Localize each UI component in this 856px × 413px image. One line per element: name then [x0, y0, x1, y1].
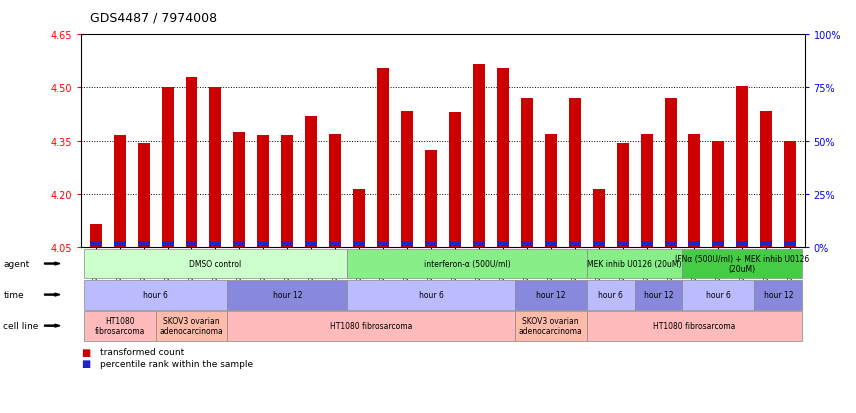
Bar — [736, 86, 748, 248]
Text: hour 12: hour 12 — [536, 290, 566, 299]
Text: hour 12: hour 12 — [764, 290, 793, 299]
Bar — [425, 150, 437, 248]
Bar — [377, 242, 389, 246]
Bar — [640, 242, 652, 246]
Bar — [282, 242, 294, 246]
Bar — [473, 65, 484, 248]
Text: DMSO control: DMSO control — [189, 259, 241, 268]
Bar — [330, 242, 342, 246]
Bar — [306, 116, 318, 248]
Bar — [234, 133, 246, 248]
Bar — [282, 136, 294, 248]
Text: HT1080
fibrosarcoma: HT1080 fibrosarcoma — [94, 316, 145, 335]
Bar — [186, 78, 198, 248]
Bar — [258, 242, 270, 246]
Bar — [138, 143, 150, 248]
Bar — [664, 99, 676, 248]
Text: IFNα (500U/ml) + MEK inhib U0126
(20uM): IFNα (500U/ml) + MEK inhib U0126 (20uM) — [675, 254, 810, 273]
Bar — [712, 142, 724, 248]
Bar — [425, 242, 437, 246]
Bar — [114, 136, 126, 248]
Bar — [210, 242, 222, 246]
Bar — [664, 242, 676, 246]
Bar — [186, 242, 198, 246]
Bar — [712, 242, 724, 246]
Bar — [736, 242, 748, 246]
Bar — [449, 242, 461, 246]
Bar — [592, 242, 604, 246]
Bar — [760, 112, 772, 248]
Bar — [760, 242, 772, 246]
Bar — [90, 225, 102, 248]
Bar — [401, 112, 413, 248]
Bar — [401, 242, 413, 246]
Bar — [688, 242, 700, 246]
Text: ■: ■ — [81, 347, 91, 357]
Text: GDS4487 / 7974008: GDS4487 / 7974008 — [90, 12, 217, 25]
Bar — [520, 99, 532, 248]
Bar — [496, 69, 508, 248]
Text: hour 12: hour 12 — [644, 290, 674, 299]
Text: cell line: cell line — [3, 321, 39, 330]
Bar — [616, 143, 628, 248]
Text: HT1080 fibrosarcoma: HT1080 fibrosarcoma — [653, 321, 735, 330]
Bar — [258, 136, 270, 248]
Text: interferon-α (500U/ml): interferon-α (500U/ml) — [424, 259, 510, 268]
Bar — [377, 69, 389, 248]
Text: hour 6: hour 6 — [598, 290, 623, 299]
Bar — [688, 134, 700, 248]
Bar — [90, 242, 102, 246]
Text: MEK inhib U0126 (20uM): MEK inhib U0126 (20uM) — [587, 259, 682, 268]
Text: percentile rank within the sample: percentile rank within the sample — [100, 359, 253, 368]
Bar — [544, 242, 556, 246]
Bar — [784, 242, 796, 246]
Text: hour 6: hour 6 — [706, 290, 731, 299]
Text: agent: agent — [3, 259, 30, 268]
Bar — [306, 242, 318, 246]
Bar — [496, 242, 508, 246]
Text: SKOV3 ovarian
adenocarcinoma: SKOV3 ovarian adenocarcinoma — [519, 316, 583, 335]
Bar — [568, 99, 580, 248]
Bar — [162, 242, 174, 246]
Bar — [354, 242, 366, 246]
Text: HT1080 fibrosarcoma: HT1080 fibrosarcoma — [330, 321, 413, 330]
Bar — [640, 134, 652, 248]
Text: SKOV3 ovarian
adenocarcinoma: SKOV3 ovarian adenocarcinoma — [159, 316, 223, 335]
Bar — [616, 242, 628, 246]
Text: ■: ■ — [81, 358, 91, 368]
Bar — [114, 242, 126, 246]
Bar — [234, 242, 246, 246]
Bar — [210, 88, 222, 248]
Bar — [330, 134, 342, 248]
Text: hour 6: hour 6 — [143, 290, 168, 299]
Bar — [520, 242, 532, 246]
Bar — [544, 134, 556, 248]
Bar — [473, 242, 484, 246]
Bar — [449, 113, 461, 248]
Bar — [592, 189, 604, 248]
Bar — [162, 88, 174, 248]
Text: transformed count: transformed count — [100, 347, 184, 356]
Text: hour 12: hour 12 — [272, 290, 302, 299]
Bar — [568, 242, 580, 246]
Text: hour 6: hour 6 — [419, 290, 443, 299]
Bar — [784, 142, 796, 248]
Bar — [354, 189, 366, 248]
Bar — [138, 242, 150, 246]
Text: time: time — [3, 290, 24, 299]
